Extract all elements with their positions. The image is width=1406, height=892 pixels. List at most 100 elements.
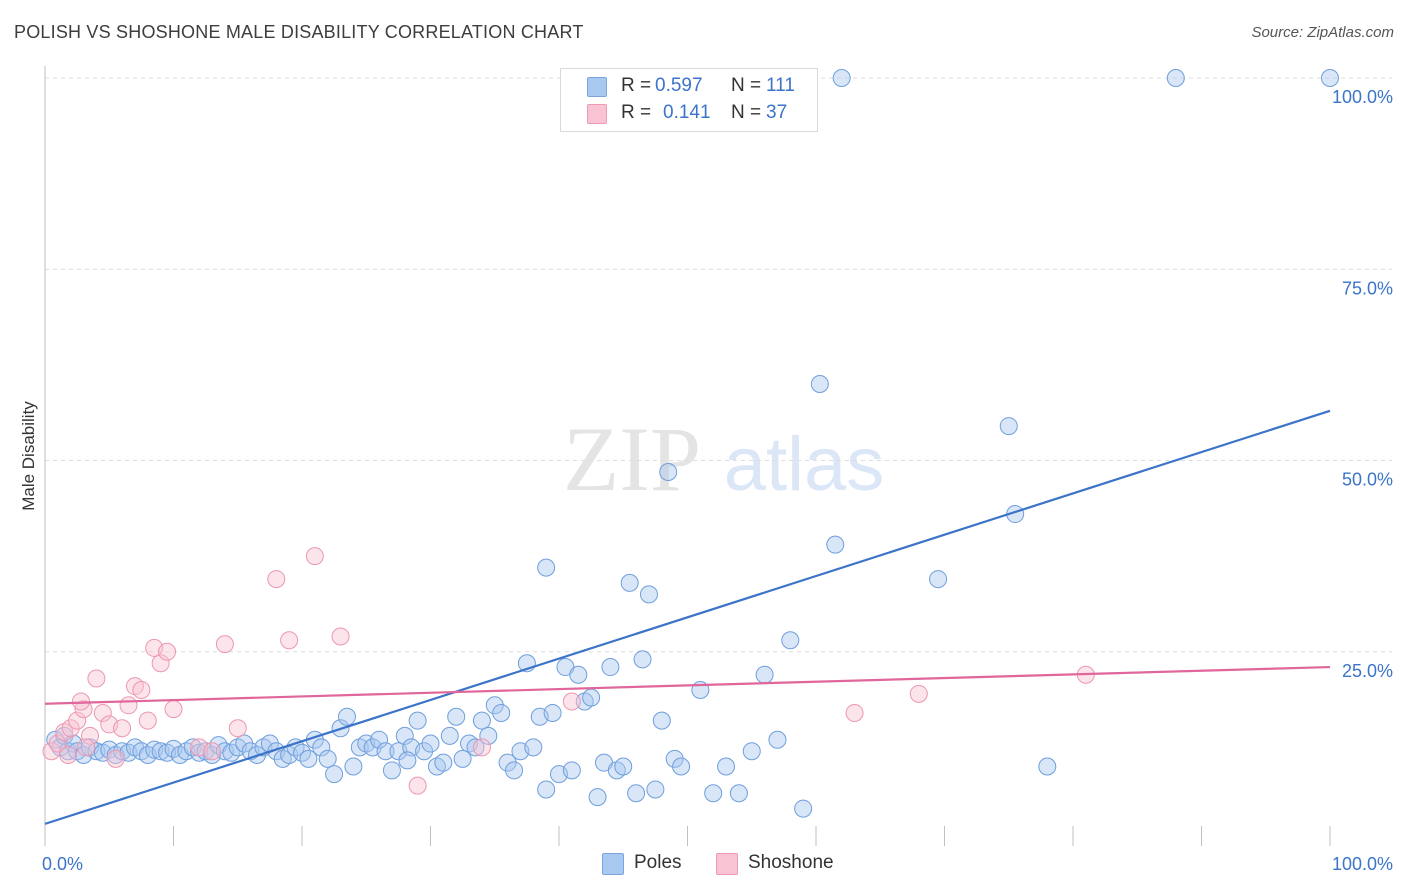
poles-point xyxy=(370,730,389,749)
x-tick-label: 100.0% xyxy=(1332,854,1393,874)
y-tick-label: 100.0% xyxy=(1332,87,1393,107)
y-tick-label: 75.0% xyxy=(1342,278,1393,298)
poles-point xyxy=(781,631,800,650)
n-label: N = xyxy=(731,102,762,123)
shoshone-point xyxy=(151,654,170,673)
shoshone-point xyxy=(119,696,138,715)
correlation-legend: R = 0.597 N = 111 R = 0.141 N = 37 xyxy=(560,68,818,132)
poles-point xyxy=(646,780,665,799)
poles-point xyxy=(299,749,318,768)
shoshone-label: Shoshone xyxy=(748,852,834,873)
watermark-zip: ZIP xyxy=(563,408,701,510)
shoshone-point xyxy=(305,547,324,566)
shoshone-point xyxy=(280,631,299,650)
poles-point xyxy=(543,703,562,722)
poles-point xyxy=(742,742,761,761)
n-value: 37 xyxy=(766,102,788,123)
poles-point xyxy=(1321,69,1339,87)
shoshone-point xyxy=(203,742,222,761)
shoshone-point xyxy=(331,627,350,646)
poles-point xyxy=(447,707,466,726)
poles-point xyxy=(999,417,1018,436)
poles-point xyxy=(601,658,620,677)
poles-point xyxy=(453,749,472,768)
shoshone-point xyxy=(48,734,67,753)
shoshone-point xyxy=(472,738,491,757)
shoshone-point xyxy=(61,719,80,738)
shoshone-point xyxy=(228,719,247,738)
poles-point xyxy=(434,753,453,772)
shoshone-point xyxy=(87,669,106,688)
poles-point xyxy=(382,761,401,780)
poles-point xyxy=(537,780,556,799)
poles-point xyxy=(485,696,504,715)
shoshone-point xyxy=(845,703,864,722)
shoshone-point xyxy=(77,738,96,757)
poles-point xyxy=(810,375,829,393)
poles-point xyxy=(794,799,813,818)
chart-title: POLISH VS SHOSHONE MALE DISABILITY CORRE… xyxy=(14,22,584,42)
poles-label: Poles xyxy=(634,852,682,873)
x-tick-label: 0.0% xyxy=(42,854,83,874)
shoshone-point xyxy=(59,746,78,765)
poles-point xyxy=(582,688,601,707)
poles-point xyxy=(588,788,607,807)
poles-point xyxy=(492,703,511,722)
poles-point xyxy=(832,69,851,87)
r-label: R = xyxy=(621,102,652,123)
poles-point xyxy=(620,573,639,592)
shoshone-point xyxy=(164,700,183,719)
poles-point xyxy=(398,751,417,770)
r-label: R = xyxy=(621,75,652,96)
poles-point xyxy=(1038,757,1057,776)
shoshone-point xyxy=(80,726,99,745)
shoshone-point xyxy=(408,776,427,795)
poles-point xyxy=(639,585,658,604)
shoshone-point xyxy=(267,570,286,589)
poles-point xyxy=(440,726,459,745)
poles-point xyxy=(312,738,331,757)
grid-lines xyxy=(45,77,1392,653)
poles-point xyxy=(376,742,395,761)
poles-point xyxy=(659,462,678,481)
shoshone-point xyxy=(93,703,112,722)
poles-point xyxy=(672,757,691,776)
shoshone-point xyxy=(132,681,151,699)
n-value: 111 xyxy=(766,75,795,96)
poles-point xyxy=(614,757,633,776)
shoshone-point xyxy=(158,642,177,661)
poles-point xyxy=(505,761,524,780)
watermark-atlas: atlas xyxy=(724,422,885,507)
shoshone-swatch xyxy=(587,104,607,124)
tick-labels: 25.0% 50.0% 75.0% 100.0% 0.0% 100.0% xyxy=(42,87,1393,874)
poles-point xyxy=(408,711,427,730)
shoshone-point xyxy=(909,684,928,703)
poles-point xyxy=(665,749,684,768)
poles-point xyxy=(325,765,344,784)
shoshone-point xyxy=(215,635,234,654)
r-value: 0.597 xyxy=(655,75,703,96)
source-label: Source: ZipAtlas.com xyxy=(1251,24,1394,41)
shoshone-point xyxy=(138,711,157,730)
poles-point xyxy=(729,784,748,803)
poles-trend-line xyxy=(44,409,1331,825)
shoshone-point xyxy=(106,749,125,768)
poles-point xyxy=(768,730,787,749)
poles-point xyxy=(395,726,414,745)
poles-point xyxy=(498,753,517,772)
poles-point xyxy=(562,761,581,780)
poles-point xyxy=(569,665,588,684)
trend-lines xyxy=(44,409,1331,825)
poles-point xyxy=(344,757,363,776)
poles-point xyxy=(537,558,556,577)
poles-point xyxy=(717,757,736,776)
poles-point xyxy=(318,749,337,768)
poles-swatch xyxy=(587,77,607,97)
shoshone-trend-line xyxy=(44,665,1331,705)
poles-point xyxy=(472,711,491,730)
poles-point xyxy=(652,711,671,730)
poles-point xyxy=(627,784,646,803)
n-label: N = xyxy=(731,75,762,96)
r-value: 0.141 xyxy=(663,102,711,123)
